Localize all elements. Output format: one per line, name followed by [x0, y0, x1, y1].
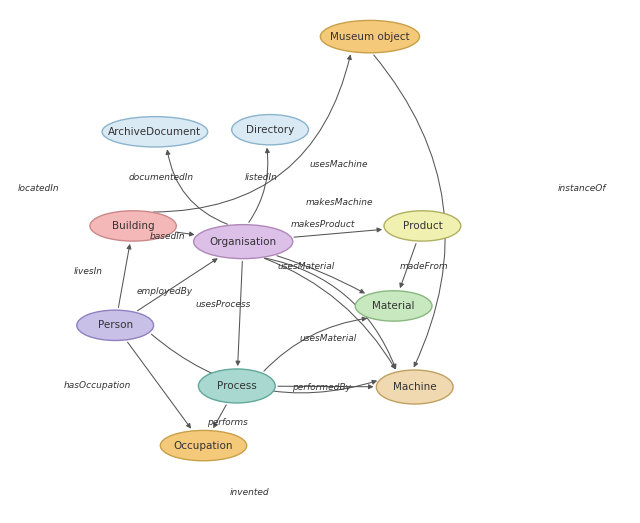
FancyArrowPatch shape	[166, 151, 227, 224]
Text: invented: invented	[230, 488, 269, 497]
Ellipse shape	[77, 310, 154, 340]
FancyArrowPatch shape	[294, 228, 381, 237]
Text: Person: Person	[98, 320, 132, 331]
Text: instanceOf: instanceOf	[558, 184, 607, 193]
Text: Museum object: Museum object	[330, 31, 410, 42]
Text: basedIn: basedIn	[150, 232, 186, 241]
Ellipse shape	[102, 117, 207, 147]
Text: Directory: Directory	[246, 124, 294, 135]
FancyArrowPatch shape	[236, 262, 243, 365]
Text: Occupation: Occupation	[174, 440, 233, 451]
Text: Machine: Machine	[393, 382, 436, 392]
FancyArrowPatch shape	[214, 405, 226, 427]
Ellipse shape	[193, 225, 293, 258]
Text: ArchiveDocument: ArchiveDocument	[108, 127, 202, 137]
Text: performs: performs	[207, 418, 248, 427]
FancyArrowPatch shape	[277, 256, 364, 293]
FancyArrowPatch shape	[176, 232, 193, 236]
Text: usesMachine: usesMachine	[310, 160, 369, 169]
Text: listedIn: listedIn	[244, 173, 278, 183]
FancyArrowPatch shape	[153, 55, 351, 212]
Text: usesProcess: usesProcess	[195, 300, 250, 309]
Ellipse shape	[376, 370, 453, 404]
FancyArrowPatch shape	[127, 342, 191, 428]
Text: Organisation: Organisation	[210, 236, 276, 247]
Text: makesMachine: makesMachine	[305, 198, 373, 208]
FancyArrowPatch shape	[249, 149, 269, 222]
Ellipse shape	[384, 211, 461, 241]
Text: locatedIn: locatedIn	[18, 184, 60, 193]
FancyArrowPatch shape	[400, 244, 416, 287]
Text: Material: Material	[372, 301, 415, 311]
Text: usesMaterial: usesMaterial	[299, 334, 356, 344]
Text: Building: Building	[112, 221, 154, 231]
Text: employedBy: employedBy	[137, 287, 193, 297]
Text: Product: Product	[403, 221, 442, 231]
Text: hasOccupation: hasOccupation	[63, 381, 131, 391]
Ellipse shape	[355, 291, 432, 321]
FancyArrowPatch shape	[264, 317, 366, 371]
FancyArrowPatch shape	[138, 259, 217, 311]
FancyArrowPatch shape	[264, 258, 396, 368]
Ellipse shape	[232, 115, 308, 145]
Text: makesProduct: makesProduct	[291, 220, 355, 230]
Text: performedBy: performedBy	[292, 382, 351, 392]
Ellipse shape	[160, 430, 247, 461]
Text: livesIn: livesIn	[74, 267, 103, 277]
Ellipse shape	[320, 20, 420, 53]
Text: documentedIn: documentedIn	[129, 173, 194, 183]
FancyArrowPatch shape	[264, 258, 395, 369]
Text: madeFrom: madeFrom	[399, 262, 448, 271]
FancyArrowPatch shape	[374, 55, 445, 367]
FancyArrowPatch shape	[278, 385, 372, 389]
FancyArrowPatch shape	[118, 245, 131, 308]
Text: Process: Process	[217, 381, 257, 391]
FancyArrowPatch shape	[151, 334, 376, 393]
Ellipse shape	[90, 211, 177, 241]
Text: usesMaterial: usesMaterial	[277, 262, 335, 271]
Ellipse shape	[198, 369, 275, 403]
